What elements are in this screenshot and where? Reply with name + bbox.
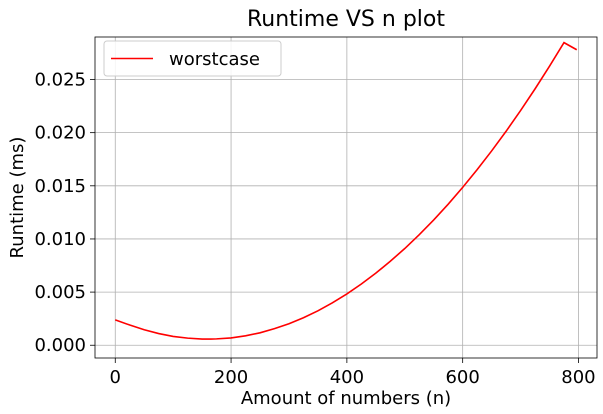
- x-tick-label: 600: [445, 367, 479, 388]
- y-tick-label: 0.010: [34, 229, 86, 250]
- ticks: 0 200 400 600 800 0.000 0.005 0.010 0.015 0.020 0.…: [34, 70, 595, 388]
- legend-label-worstcase: worstcase: [169, 49, 260, 70]
- x-tick-label: 0: [110, 367, 121, 388]
- legend: worstcase: [103, 40, 282, 77]
- y-tick-label: 0.005: [34, 282, 86, 303]
- x-tick-label: 200: [214, 367, 248, 388]
- series-line-worstcase: [114, 41, 578, 340]
- x-tick-label: 800: [561, 367, 595, 388]
- y-tick-label: 0.000: [34, 335, 86, 356]
- chart-title: Runtime VS n plot: [247, 7, 445, 32]
- grid: [95, 37, 597, 358]
- series-layer: [114, 41, 578, 340]
- x-axis-label: Amount of numbers (n): [241, 388, 451, 409]
- legend-box: [103, 40, 282, 77]
- y-tick-label: 0.015: [34, 176, 86, 197]
- y-tick-label: 0.020: [34, 123, 86, 144]
- y-tick-label: 0.025: [34, 70, 86, 91]
- x-tick-label: 400: [330, 367, 364, 388]
- y-axis-label: Runtime (ms): [7, 137, 28, 259]
- plot-frame: [94, 36, 598, 359]
